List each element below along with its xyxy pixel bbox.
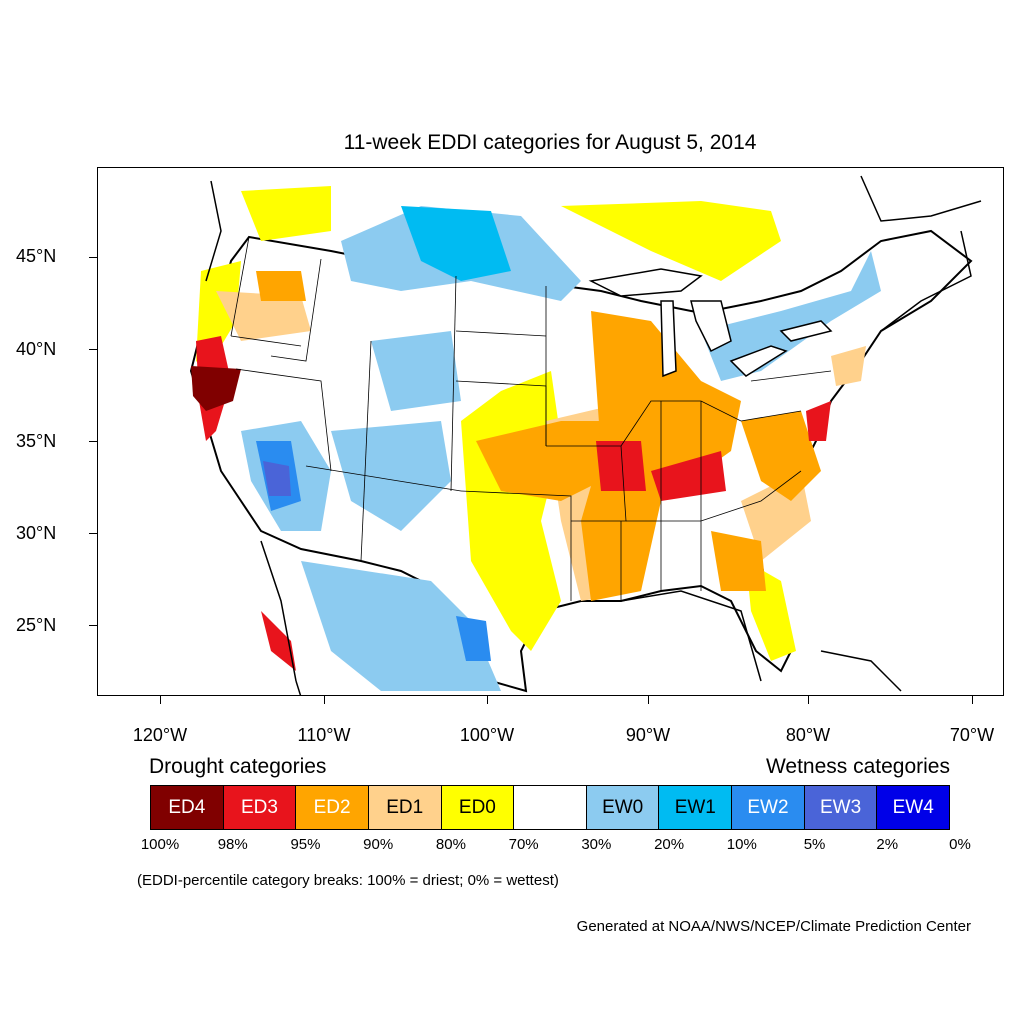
lon-label-80: 80°W: [785, 725, 831, 745]
legend-swatch-ed2: ED2: [296, 786, 369, 829]
legend-swatch-ew0: EW0: [586, 786, 660, 829]
legend-percentile-label: 80%: [435, 836, 466, 853]
legend-swatch-ed0: ED0: [441, 786, 515, 829]
legend-swatch-ed3: ED3: [223, 786, 297, 829]
legend-percentile-label: 70%: [508, 836, 539, 853]
legend-percentile-label: 100%: [140, 836, 180, 853]
lon-label-120: 120°W: [132, 725, 188, 745]
map-title: 11-week EDDI categories for August 5, 20…: [343, 131, 757, 154]
legend-percentile-label: 95%: [290, 836, 321, 853]
lon-label-90: 90°W: [625, 725, 671, 745]
lat-tick: [89, 533, 97, 534]
legend-swatch-ew4: EW4: [877, 786, 950, 829]
lat-label-40: 40°N: [16, 339, 57, 359]
lon-tick: [160, 696, 161, 704]
lon-tick: [487, 696, 488, 704]
legend-swatch-ew1: EW1: [659, 786, 733, 829]
eddi-categories: [191, 186, 881, 691]
legend-colorbar: ED4 ED3 ED2 ED1 ED0 EW0 EW1 EW2 EW3 EW4: [150, 785, 950, 830]
legend-percentile-label: 2%: [876, 836, 899, 853]
legend-percentile-label: 10%: [726, 836, 757, 853]
lat-tick: [89, 625, 97, 626]
lat-label-45: 45°N: [16, 246, 57, 266]
lat-label-30: 30°N: [16, 523, 57, 543]
credit-text: Generated at NOAA/NWS/NCEP/Climate Predi…: [576, 918, 971, 935]
map-plot-area: [97, 167, 1004, 696]
legend-percentile-label: 0%: [949, 836, 971, 853]
lon-tick: [972, 696, 973, 704]
state-borders: [230, 236, 832, 601]
legend-swatch-ed4: ED4: [151, 786, 224, 829]
lon-tick: [808, 696, 809, 704]
eddi-map: [189, 175, 982, 695]
lon-tick: [648, 696, 649, 704]
drought-categories-title: Drought categories: [149, 755, 327, 778]
lon-tick: [324, 696, 325, 704]
lon-label-110: 110°W: [297, 725, 351, 745]
legend-percentile-label: 30%: [581, 836, 612, 853]
legend-swatch-ed1: ED1: [368, 786, 442, 829]
lat-label-25: 25°N: [16, 615, 57, 635]
lat-tick: [89, 441, 97, 442]
legend-percentile-label: 20%: [654, 836, 685, 853]
coastlines: [205, 175, 982, 695]
great-lakes: [588, 268, 833, 378]
legend-percentile-label: 5%: [803, 836, 826, 853]
lat-label-35: 35°N: [16, 431, 57, 451]
legend-percentile-label: 90%: [363, 836, 394, 853]
legend-percentile-label: 98%: [217, 836, 248, 853]
category-note: (EDDI-percentile category breaks: 100% =…: [137, 872, 559, 889]
lat-tick: [89, 349, 97, 350]
lon-label-70: 70°W: [949, 725, 995, 745]
lat-tick: [89, 257, 97, 258]
legend-swatch-ew2: EW2: [732, 786, 805, 829]
wetness-categories-title: Wetness categories: [765, 755, 950, 778]
lon-label-100: 100°W: [459, 725, 515, 745]
legend-swatch-ew3: EW3: [804, 786, 878, 829]
legend-swatch-neutral: [514, 786, 587, 829]
